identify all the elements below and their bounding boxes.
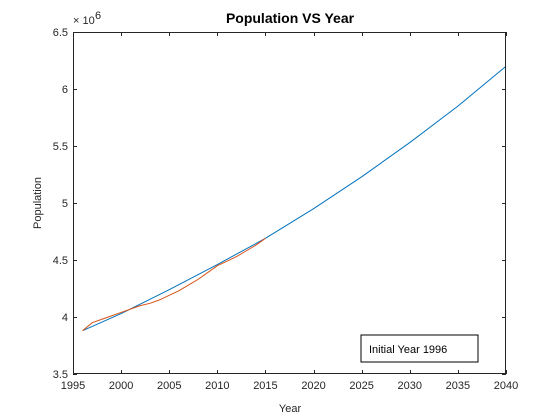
x-tick-label: 2000 [109,380,133,392]
x-tick-label: 2020 [301,380,325,392]
x-tick-label: 2030 [398,380,422,392]
series-line-1 [82,65,507,332]
plot-area [73,32,506,374]
x-tick-label: 1995 [61,380,85,392]
y-tick-label: 4.5 [53,255,68,267]
legend: Initial Year 1996 [360,334,479,363]
series-layer [82,65,507,332]
chart-title: Population VS Year [226,10,355,26]
y-tick-label: 6.5 [53,27,68,39]
x-tick-label: 2040 [494,380,518,392]
x-tick-label: 2035 [446,380,470,392]
legend-box [360,334,479,363]
x-axis-label: Year [279,403,302,415]
y-tick-label: 6 [62,84,68,96]
y-exponent-base: × 10 [73,15,95,27]
x-tick-label: 2025 [349,380,373,392]
y-tick-label: 3.5 [53,369,68,381]
y-tick-label: 4 [62,312,68,324]
y-axis-label: Population [32,177,44,229]
x-tick-label: 2005 [157,380,181,392]
ticks-layer: 1995 2000 2005 2010 2015 2020 2025 2030 2035 2040… [53,27,519,392]
y-exponent-power: 6 [95,10,101,22]
x-tick-label: 2015 [253,380,277,392]
y-tick-label: 5 [62,198,68,210]
legend-text: Initial Year 1996 [369,344,447,356]
series-line-2 [82,237,266,332]
y-tick-label: 5.5 [53,141,68,153]
x-tick-label: 2010 [205,380,229,392]
